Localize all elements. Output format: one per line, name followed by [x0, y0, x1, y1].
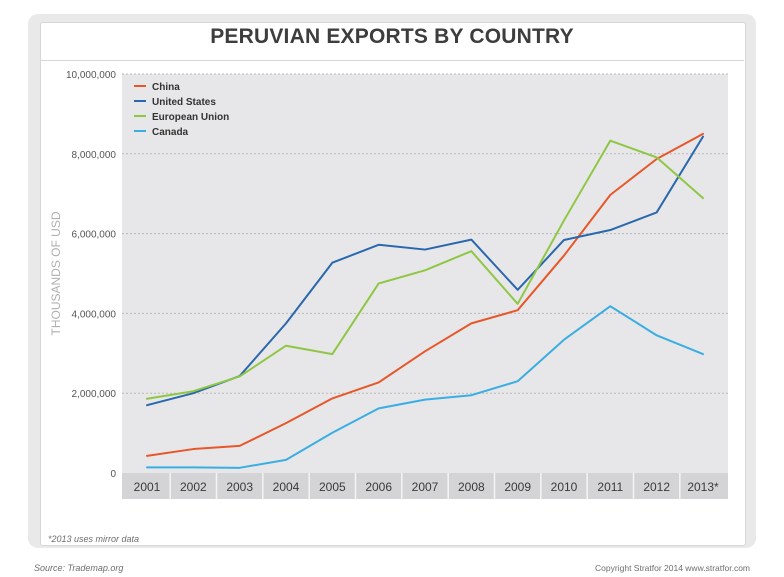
x-tick-label: 2004 [273, 480, 300, 494]
series-lines [146, 132, 704, 469]
x-tick-label: 2002 [180, 480, 207, 494]
x-tick-label: 2012 [643, 480, 670, 494]
title-divider [40, 60, 744, 61]
legend-label: European Union [152, 112, 229, 123]
plot-area [122, 74, 728, 473]
legend: China United States European Union Canada [134, 82, 229, 138]
y-tick-label: 6,000,000 [72, 230, 117, 241]
x-tick-label: 2003 [226, 480, 253, 494]
footnote: *2013 uses mirror data [48, 534, 140, 544]
x-axis-band [122, 473, 728, 499]
x-tick-label: 2009 [504, 480, 531, 494]
x-tick-label: 2010 [551, 480, 578, 494]
legend-label: Canada [152, 127, 189, 138]
y-tick-label: 2,000,000 [72, 389, 117, 400]
gridlines [122, 73, 728, 394]
copyright-note: Copyright Stratfor 2014 www.stratfor.com [595, 563, 750, 573]
x-tick-label: 2005 [319, 480, 346, 494]
y-tick-label: 4,000,000 [72, 309, 117, 320]
source-note: Source: Trademap.org [34, 563, 124, 573]
y-tick-label: 0 [110, 469, 116, 480]
x-tick-label: 2008 [458, 480, 485, 494]
x-axis: 2001 2002 2003 2004 2005 2006 2007 2008 2009 2010… [122, 473, 728, 499]
x-tick-label: 2011 [597, 480, 623, 494]
x-tick-label: 2007 [412, 480, 439, 494]
y-axis-ticks: 0 2,000,000 4,000,000 6,000,000 8,000,000 10,… [66, 70, 117, 480]
series-line-european-union [146, 139, 704, 400]
y-axis-label: THOUSANDS OF USD [49, 211, 63, 335]
y-tick-label: 8,000,000 [72, 150, 117, 161]
legend-label: United States [152, 97, 216, 108]
series-line-canada [146, 305, 704, 469]
series-line-china [146, 132, 704, 457]
x-tick-label: 2006 [365, 480, 392, 494]
legend-label: China [152, 82, 180, 93]
chart-title: PERUVIAN EXPORTS BY COUNTRY [210, 25, 574, 48]
y-tick-label: 10,000,000 [66, 70, 116, 81]
x-tick-label: 2001 [134, 480, 161, 494]
x-tick-label: 2013* [687, 480, 719, 494]
